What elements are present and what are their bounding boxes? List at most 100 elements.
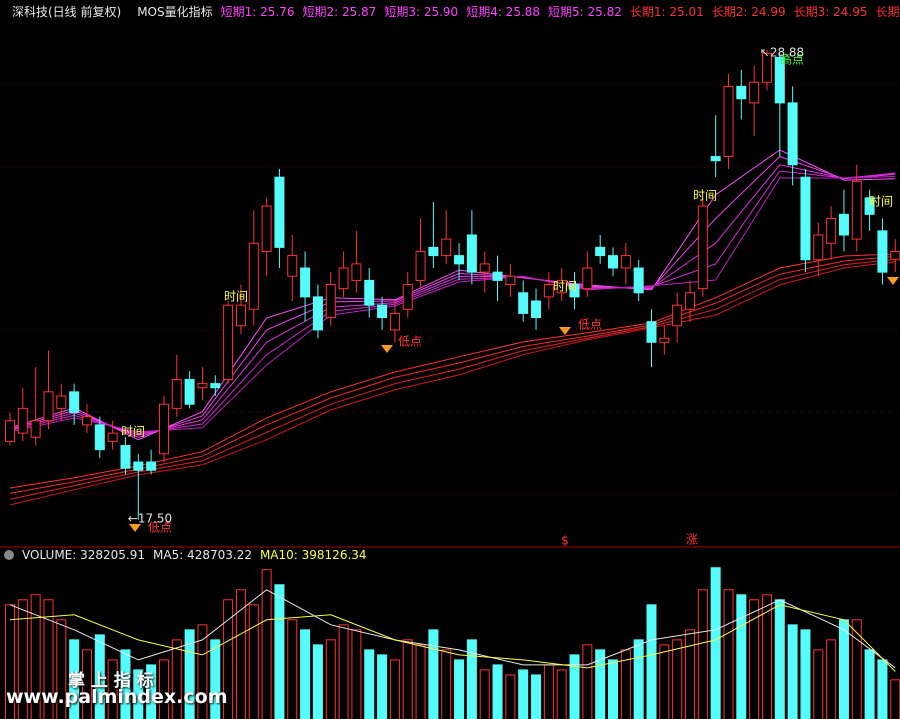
volume-bar xyxy=(120,649,131,719)
candle-body xyxy=(813,234,824,261)
volume-bar xyxy=(659,644,670,719)
volume-bar xyxy=(608,659,619,719)
volume-bar xyxy=(877,659,888,719)
volume-bar xyxy=(210,639,221,719)
volume-bar xyxy=(415,644,426,719)
volume-bar xyxy=(364,649,375,719)
indicator-label: 长期3: 24.95 xyxy=(793,5,868,19)
ribbon-line xyxy=(9,258,896,500)
volume-bar xyxy=(582,644,593,719)
candle-body xyxy=(838,213,849,236)
volume-bar xyxy=(518,669,529,719)
candle-body xyxy=(659,337,670,343)
volume-bar xyxy=(325,639,336,719)
volume-bar xyxy=(5,604,15,719)
annotation: ↖28.88 xyxy=(760,46,804,60)
volume-bar xyxy=(235,589,246,719)
volume-bar xyxy=(646,604,657,719)
volume-bar xyxy=(697,589,708,719)
ribbon-line xyxy=(9,261,896,506)
watermark: 掌 上 指 标 xyxy=(68,671,154,691)
volume-bar xyxy=(492,664,503,719)
candle-body xyxy=(633,267,644,294)
volume-bar xyxy=(43,599,54,719)
candle-body xyxy=(351,263,362,281)
annotation: 时间 xyxy=(121,425,145,439)
volume-bar xyxy=(261,569,272,719)
volume-bar xyxy=(377,654,388,719)
indicator-label: 长期4: 24.91 xyxy=(875,5,900,19)
candle-body xyxy=(107,432,118,442)
volume-bar xyxy=(531,674,542,719)
candle-body xyxy=(710,156,721,162)
candle-body xyxy=(851,180,862,240)
ribbon-line xyxy=(9,255,896,494)
volume-bar xyxy=(56,619,67,719)
candle-body xyxy=(518,292,529,314)
candle-body xyxy=(749,81,760,104)
volume-bar xyxy=(890,679,900,719)
volume-bar xyxy=(479,669,490,719)
annotation: 低点 xyxy=(398,335,422,349)
indicator-label: 短期4: 25.88 xyxy=(466,5,541,19)
candle-body xyxy=(300,267,311,298)
annotation: 时间 xyxy=(553,280,577,294)
candle-body xyxy=(672,304,683,327)
candle-body xyxy=(338,267,349,290)
candle-body xyxy=(582,267,593,290)
candle-body xyxy=(158,403,169,455)
volume-bar xyxy=(684,629,695,719)
candle-body xyxy=(389,312,400,331)
diamond-icon xyxy=(887,277,899,285)
candle-body xyxy=(120,445,131,469)
candle-body xyxy=(864,197,875,215)
candle-body xyxy=(30,420,41,438)
volume-bar xyxy=(864,649,875,719)
candle-body xyxy=(81,416,92,426)
volume-bar xyxy=(69,639,80,719)
volume-bar xyxy=(274,584,285,719)
candle-body xyxy=(5,420,15,442)
volume-bar xyxy=(30,594,41,719)
indicator-label: 长期1: 25.01 xyxy=(629,5,704,19)
volume-bar xyxy=(17,599,28,719)
ribbon-line xyxy=(9,253,896,489)
diamond-icon xyxy=(129,524,141,532)
volume-bar xyxy=(761,594,772,719)
volume-header: VOLUME: 328205.91 MA5: 428703.22 MA10: 39… xyxy=(4,547,900,563)
volume-bar xyxy=(556,669,567,719)
candle-body xyxy=(287,255,298,277)
annotation: 低点 xyxy=(148,521,172,535)
volume-bar xyxy=(787,624,798,719)
volume-bar xyxy=(441,649,452,719)
volume-bar xyxy=(351,629,362,719)
ma-line xyxy=(9,604,896,672)
candle-body xyxy=(646,321,657,343)
volume-bar xyxy=(389,659,400,719)
volume-bar xyxy=(710,567,721,719)
volume-bar xyxy=(633,639,644,719)
volume-bar xyxy=(672,639,683,719)
volume-bar xyxy=(223,599,234,719)
annotation: 时间 xyxy=(693,189,717,203)
indicator-label: 短期2: 25.87 xyxy=(302,5,377,19)
volume-bar xyxy=(454,659,465,719)
candle-body xyxy=(69,391,80,413)
diamond-icons xyxy=(129,277,899,532)
candle-body xyxy=(531,300,542,319)
candle-body xyxy=(223,304,234,380)
candle-body xyxy=(415,250,426,281)
menu-icon[interactable] xyxy=(4,550,14,560)
candle-body xyxy=(620,255,631,269)
volume-bar xyxy=(569,654,580,719)
diamond-icon xyxy=(559,327,571,335)
ma-label: MA5: 428703.22 xyxy=(153,548,252,562)
volume-bar xyxy=(300,629,311,719)
candle-body xyxy=(325,284,336,319)
volume-bar xyxy=(749,599,760,719)
candle-body xyxy=(428,246,439,257)
candle-body xyxy=(248,242,259,310)
annotation: 时间 xyxy=(869,195,893,209)
